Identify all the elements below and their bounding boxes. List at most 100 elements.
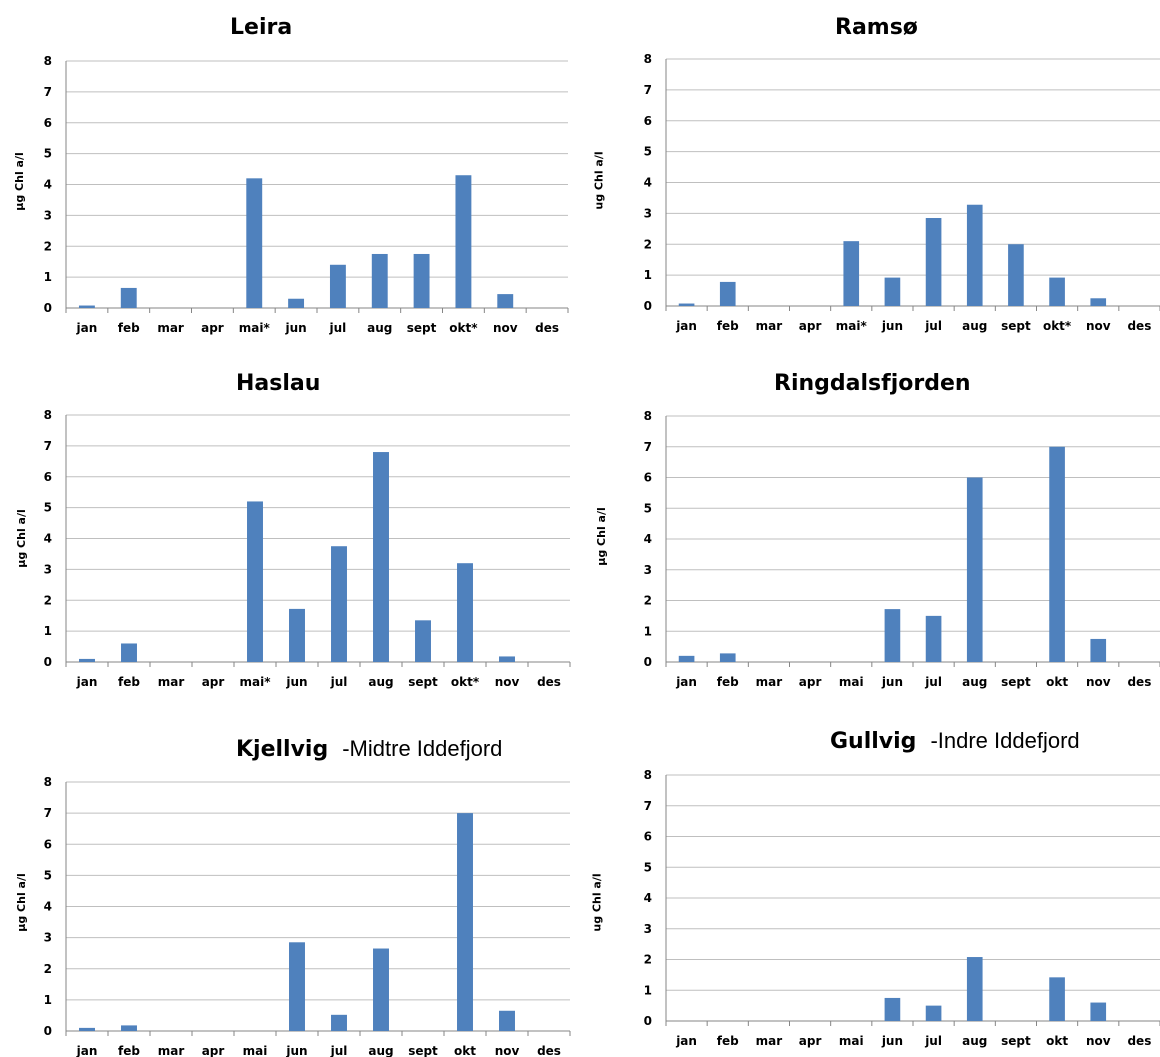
y-tick-label: 8 [44, 54, 52, 68]
x-tick-label: feb [118, 321, 140, 335]
bar [1008, 244, 1024, 306]
bar [288, 298, 305, 308]
bar [719, 653, 736, 662]
y-tick-label: 8 [44, 408, 52, 422]
bar [925, 615, 942, 662]
x-tick-label: mai [243, 1044, 268, 1057]
x-tick-label: feb [118, 1044, 140, 1057]
y-tick-label: 2 [644, 237, 652, 251]
y-tick-label: 5 [44, 501, 52, 515]
y-tick-label: 2 [644, 594, 652, 608]
bar [79, 658, 95, 662]
x-tick-label: jun [284, 321, 306, 335]
y-tick-label: 0 [44, 1024, 52, 1038]
bar [1090, 298, 1107, 306]
bar [1049, 446, 1065, 662]
x-tick-label: okt [454, 1044, 476, 1057]
bar [371, 253, 388, 308]
y-tick-label: 2 [644, 953, 652, 967]
bar [1049, 977, 1065, 1021]
bar [925, 1005, 942, 1021]
x-tick-label: mar [158, 1044, 185, 1057]
bar [331, 1014, 347, 1031]
y-tick-label: 8 [644, 768, 652, 782]
bar [1049, 277, 1065, 306]
bar [678, 303, 695, 306]
x-tick-label: des [535, 321, 559, 335]
bar [499, 1010, 515, 1031]
x-tick-label: aug [367, 321, 392, 335]
x-tick-label: jul [329, 321, 347, 335]
x-tick-label: okt* [1043, 319, 1072, 333]
bar [457, 563, 473, 662]
x-tick-label: jun [881, 319, 903, 333]
y-tick-label: 0 [44, 301, 52, 315]
bar [678, 655, 695, 662]
chart-title: Ringdalsfjorden [774, 371, 971, 396]
y-tick-label: 4 [644, 532, 652, 546]
y-tick-label: 6 [44, 116, 52, 130]
bar [289, 942, 305, 1031]
y-tick-label: 5 [644, 145, 652, 159]
bar [413, 253, 430, 308]
bar [415, 620, 431, 662]
y-tick-label: 5 [44, 147, 52, 161]
x-tick-label: jul [924, 675, 942, 689]
x-tick-label: feb [717, 675, 739, 689]
x-tick-label: okt* [451, 675, 480, 689]
x-tick-label: sept [1001, 1034, 1031, 1048]
bar [79, 1027, 95, 1031]
chart-plot: 0 1 2 3 4 5 6 7 8 jan feb mar apr mai jun jul aug sept okt… [644, 409, 1160, 689]
chart-title: Gullvig -Indre Iddefjord [830, 728, 1080, 754]
x-tick-label: jan [675, 1034, 697, 1048]
bar [289, 608, 305, 662]
x-tick-label: okt [1046, 675, 1068, 689]
bar [966, 204, 983, 306]
chart-title: Haslau [236, 371, 321, 396]
x-tick-label: aug [962, 675, 987, 689]
bar [966, 957, 983, 1021]
bar [884, 609, 901, 662]
y-tick-label: 7 [44, 85, 52, 99]
x-tick-label: jul [330, 675, 348, 689]
x-tick-label: aug [368, 675, 393, 689]
y-tick-label: 1 [644, 624, 652, 638]
bar [884, 997, 901, 1021]
x-tick-label: jul [924, 1034, 942, 1048]
bar [499, 656, 515, 662]
x-tick-label: aug [962, 1034, 987, 1048]
x-tick-label: nov [495, 675, 520, 689]
chart-leira: Leira µg Chl a/l 0 1 2 3 4 5 6 7 8 jan feb mar apr ma… [0, 0, 580, 352]
x-tick-label: okt* [449, 321, 478, 335]
bar [247, 501, 263, 662]
x-tick-label: apr [202, 1044, 225, 1057]
y-tick-label: 7 [44, 439, 52, 453]
bar [884, 277, 901, 306]
x-tick-label: des [537, 1044, 561, 1057]
x-tick-label: jul [330, 1044, 348, 1057]
x-tick-label: mar [157, 321, 184, 335]
y-tick-label: 6 [44, 470, 52, 484]
y-tick-label: 4 [44, 178, 52, 192]
x-tick-label: sept [1001, 675, 1031, 689]
bar [455, 175, 472, 308]
y-tick-label: 3 [644, 206, 652, 220]
y-tick-label: 2 [44, 593, 52, 607]
x-tick-label: des [1127, 675, 1151, 689]
y-tick-label: 7 [644, 83, 652, 97]
bar [925, 218, 942, 306]
x-tick-label: jun [285, 1044, 307, 1057]
y-tick-label: 8 [44, 775, 52, 789]
x-tick-label: feb [717, 1034, 739, 1048]
bar [121, 643, 137, 662]
bar [497, 294, 514, 308]
y-tick-label: 1 [644, 268, 652, 282]
x-tick-label: mai* [240, 675, 272, 689]
y-tick-label: 2 [44, 239, 52, 253]
chart-haslau: Haslau µg Chl a/l 0 1 2 3 4 5 6 7 8 jan feb mar apr m… [0, 352, 580, 704]
bar [329, 264, 346, 308]
